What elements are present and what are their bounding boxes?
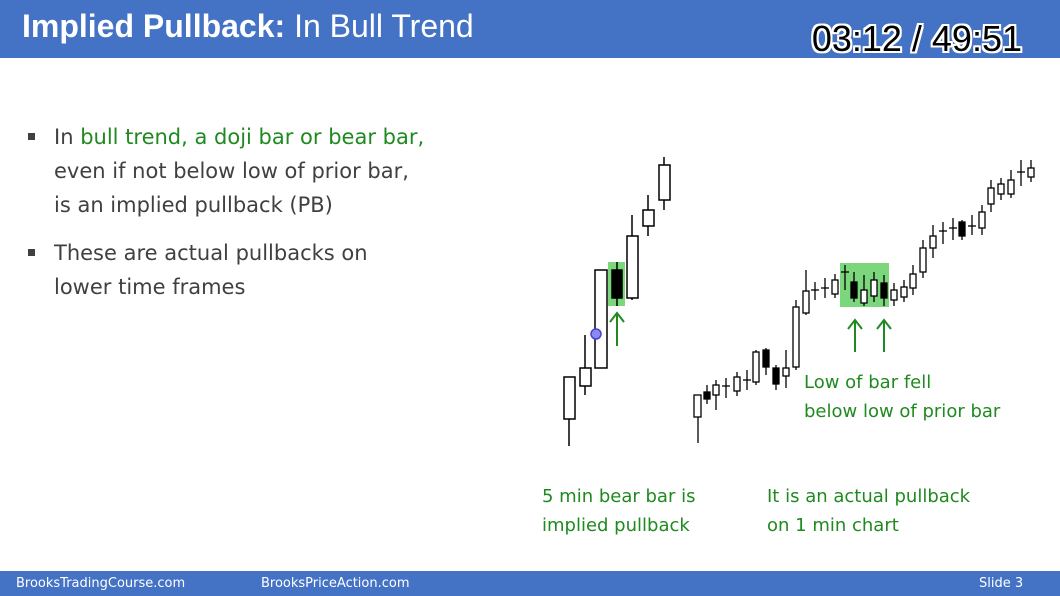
bullet-1-line-3: is an implied pullback (PB): [54, 193, 333, 217]
caption-one-min: It is an actual pullback on 1 min chart: [767, 482, 970, 540]
caption-low-bar-line-2: below low of prior bar: [804, 401, 1001, 422]
caption-low-of-bar: Low of bar fell below low of prior bar: [804, 368, 1000, 426]
footer-bar: BrooksTradingCourse.com BrooksPriceActio…: [0, 571, 1060, 596]
bullet-1: In bull trend, a doji bar or bear bar, e…: [28, 120, 508, 222]
caption-five-min: 5 min bear bar is implied pullback: [542, 482, 695, 540]
five-min-chart: [563, 157, 671, 446]
bullet-2: These are actual pullbacks on lower time…: [28, 236, 508, 304]
arrow-5min: [609, 311, 625, 346]
title-bold: Implied Pullback:: [22, 8, 286, 44]
title-rest: In Bull Trend: [285, 8, 474, 44]
footer-middle-link[interactable]: BrooksPriceAction.com: [261, 576, 410, 591]
header-bar: Implied Pullback: In Bull Trend 03:12 / …: [0, 0, 1060, 59]
footer-left-link[interactable]: BrooksTradingCourse.com: [16, 576, 186, 591]
bullet-1-line-1: In bull trend, a doji bar or bear bar,: [54, 120, 508, 154]
video-timer: 03:12 / 49:51: [811, 18, 1022, 59]
caption-five-min-line-1: 5 min bear bar is: [542, 486, 696, 507]
caption-one-min-line-2: on 1 min chart: [767, 515, 899, 536]
bullet-1-prefix: In: [54, 125, 81, 149]
bullet-2-line-2: lower time frames: [54, 275, 246, 299]
slide-number: Slide 3: [979, 576, 1024, 591]
bullet-1-highlight: bull trend, a doji bar or bear bar,: [80, 125, 425, 149]
caption-five-min-line-2: implied pullback: [542, 515, 690, 536]
cursor-dot: [590, 328, 602, 340]
arrows-1min: [847, 318, 892, 352]
bullet-2-line-1: These are actual pullbacks on: [54, 241, 368, 265]
bullet-marker: [28, 133, 35, 140]
one-min-chart: [693, 160, 1035, 443]
caption-low-bar-line-1: Low of bar fell: [804, 372, 932, 393]
bullet-marker: [28, 249, 35, 256]
caption-one-min-line-1: It is an actual pullback: [767, 486, 971, 507]
slide-title: Implied Pullback: In Bull Trend: [22, 8, 474, 45]
bullet-list: In bull trend, a doji bar or bear bar, e…: [28, 120, 508, 318]
bullet-1-line-2: even if not below low of prior bar,: [54, 159, 409, 183]
